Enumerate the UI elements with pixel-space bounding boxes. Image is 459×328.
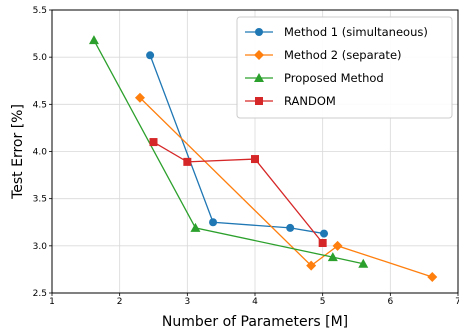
y-tick-label: 4.5	[33, 100, 47, 110]
y-axis-ticks: 2.5 3.0 3.5 4.0 4.5 5.0 5.5	[33, 6, 52, 299]
y-tick-label: 4.0	[33, 148, 48, 158]
series-3	[149, 138, 327, 248]
legend-item: Method 1 (simultaneous)	[245, 25, 428, 39]
legend-marker	[254, 50, 264, 60]
x-tick-label: 1	[49, 297, 55, 307]
data-point	[358, 258, 369, 268]
x-tick-label: 7	[455, 297, 459, 307]
data-point	[251, 155, 259, 164]
data-point	[190, 222, 201, 232]
legend-item: Proposed Method	[245, 71, 384, 85]
data-point	[318, 239, 327, 248]
series-2	[88, 35, 369, 268]
legend-box	[236, 16, 453, 119]
legend-label: Proposed Method	[284, 71, 384, 85]
legend-item: Method 2 (separate)	[245, 48, 402, 62]
data-point	[149, 138, 158, 147]
series-line	[139, 97, 433, 278]
y-tick-label: 3.5	[33, 195, 47, 205]
legend-label: Method 2 (separate)	[284, 48, 402, 62]
data-point	[146, 51, 155, 60]
x-axis-title: Number of Parameters [M]	[162, 314, 348, 328]
legend-marker	[254, 73, 264, 82]
legend-marker	[255, 97, 263, 105]
legend-label: Method 1 (simultaneous)	[284, 25, 428, 39]
data-point	[327, 252, 338, 262]
data-point	[134, 92, 145, 103]
x-tick-label: 6	[387, 297, 393, 307]
legend-label: RANDOM	[284, 94, 336, 108]
legend: Method 1 (simultaneous) Method 2 (separat…	[236, 16, 453, 119]
series-layer	[88, 35, 438, 282]
data-point	[209, 218, 218, 227]
series-line	[153, 141, 324, 244]
data-point	[286, 223, 295, 232]
x-tick-label: 4	[252, 297, 258, 307]
legend-item: RANDOM	[245, 94, 336, 108]
series-line	[93, 39, 364, 265]
data-point	[183, 157, 192, 166]
y-tick-label: 5.0	[33, 53, 48, 63]
x-tick-label: 5	[320, 297, 326, 307]
legend-marker	[255, 28, 263, 36]
y-axis-title: Test Error [%]	[10, 104, 26, 200]
y-tick-label: 2.5	[33, 289, 47, 299]
data-point	[332, 240, 343, 251]
y-tick-label: 5.5	[33, 6, 47, 16]
x-tick-label: 2	[117, 297, 123, 307]
data-point	[427, 271, 438, 282]
y-tick-label: 3.0	[33, 242, 48, 252]
data-point	[306, 260, 317, 271]
x-axis-ticks: 1 2 3 4 5 6 7	[49, 293, 459, 307]
series-1	[134, 92, 438, 282]
data-point	[88, 35, 99, 45]
x-tick-label: 3	[184, 297, 190, 307]
data-point	[320, 229, 329, 238]
